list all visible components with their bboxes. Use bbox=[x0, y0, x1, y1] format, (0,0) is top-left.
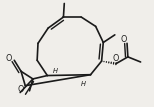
Text: O: O bbox=[121, 35, 127, 44]
Text: O: O bbox=[113, 54, 119, 63]
Text: O: O bbox=[6, 54, 12, 63]
Text: H: H bbox=[81, 81, 86, 87]
Text: H: H bbox=[53, 68, 58, 74]
Text: O: O bbox=[17, 85, 24, 94]
